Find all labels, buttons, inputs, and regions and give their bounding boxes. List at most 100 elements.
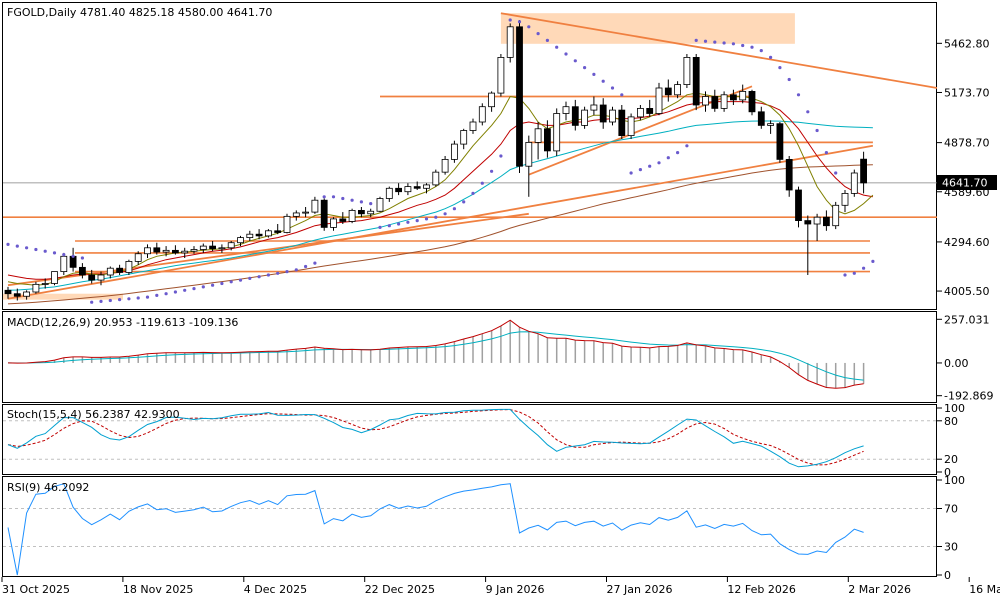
candle[interactable]	[441, 156, 449, 175]
candle[interactable]	[88, 269, 96, 284]
candle[interactable]	[674, 81, 681, 99]
candle[interactable]	[497, 54, 505, 97]
candle[interactable]	[125, 259, 133, 275]
candle[interactable]	[283, 213, 291, 234]
sar-dot	[862, 266, 866, 270]
candle[interactable]	[413, 181, 421, 191]
candle[interactable]	[367, 208, 375, 218]
candle[interactable]	[274, 224, 282, 235]
candle[interactable]	[627, 113, 635, 140]
candle[interactable]	[97, 271, 105, 286]
candle[interactable]	[553, 108, 561, 156]
candle[interactable]	[776, 122, 784, 163]
candle[interactable]	[162, 246, 170, 257]
candle[interactable]	[664, 79, 672, 102]
candle[interactable]	[767, 120, 774, 134]
candle[interactable]	[757, 106, 765, 129]
candle[interactable]	[525, 135, 533, 197]
candle[interactable]	[60, 252, 68, 275]
candle[interactable]	[199, 243, 207, 253]
candle[interactable]	[832, 201, 840, 230]
candle[interactable]	[720, 91, 728, 112]
candle[interactable]	[860, 151, 867, 194]
candle[interactable]	[562, 101, 570, 121]
candle[interactable]	[683, 54, 691, 88]
candle[interactable]	[841, 190, 849, 213]
candle[interactable]	[320, 198, 328, 231]
candle[interactable]	[450, 140, 458, 163]
candle[interactable]	[246, 230, 254, 241]
candle[interactable]	[571, 99, 579, 131]
candle[interactable]	[357, 207, 365, 218]
candle[interactable]	[599, 98, 607, 129]
candle[interactable]	[106, 266, 114, 279]
candle[interactable]	[218, 244, 226, 253]
candle[interactable]	[209, 241, 217, 252]
candle[interactable]	[23, 290, 31, 300]
candle[interactable]	[460, 128, 468, 150]
candle[interactable]	[376, 196, 384, 213]
candle[interactable]	[516, 20, 523, 173]
rsi-pane[interactable]: 100 70 30 0	[3, 474, 965, 582]
candle[interactable]	[41, 278, 49, 289]
candle[interactable]	[32, 281, 40, 294]
candle[interactable]	[637, 105, 644, 121]
candle[interactable]	[79, 263, 86, 279]
candle[interactable]	[609, 106, 616, 126]
candle[interactable]	[190, 246, 198, 254]
candle[interactable]	[13, 288, 21, 301]
candle[interactable]	[702, 91, 709, 112]
candle[interactable]	[339, 212, 347, 224]
candle[interactable]	[534, 122, 542, 160]
candle[interactable]	[785, 156, 793, 197]
candle[interactable]	[795, 186, 802, 228]
candle[interactable]	[506, 23, 514, 63]
candle[interactable]	[850, 169, 858, 197]
candle[interactable]	[581, 106, 588, 129]
candle[interactable]	[181, 247, 189, 258]
candle[interactable]	[692, 54, 700, 111]
candle[interactable]	[488, 91, 496, 112]
candle[interactable]	[302, 207, 310, 218]
candle[interactable]	[51, 271, 58, 286]
candle[interactable]	[478, 103, 486, 126]
candle[interactable]	[116, 264, 123, 275]
candle[interactable]	[739, 84, 747, 104]
candle[interactable]	[711, 89, 719, 112]
candle[interactable]	[330, 217, 337, 231]
candle[interactable]	[618, 105, 626, 139]
candle[interactable]	[590, 96, 598, 116]
candle[interactable]	[544, 120, 551, 158]
candle[interactable]	[655, 82, 663, 116]
candle[interactable]	[348, 208, 356, 224]
candle[interactable]	[171, 245, 179, 255]
candle[interactable]	[144, 244, 151, 258]
candle[interactable]	[395, 183, 403, 196]
candle[interactable]	[153, 242, 161, 255]
candle[interactable]	[237, 235, 244, 247]
candle[interactable]	[823, 210, 830, 231]
candle[interactable]	[255, 229, 263, 240]
candle[interactable]	[748, 89, 756, 116]
candle[interactable]	[804, 215, 812, 276]
candle-body-up	[534, 128, 542, 143]
candle[interactable]	[227, 241, 235, 251]
candle[interactable]	[423, 183, 430, 194]
candle[interactable]	[469, 118, 477, 134]
candle[interactable]	[813, 213, 821, 241]
price-pane[interactable]: 5462.805173.704878.704589.604294.604005.…	[3, 12, 990, 305]
candle[interactable]	[134, 251, 142, 265]
macd-pane[interactable]: 257.031 0.00 -192.869	[7, 313, 993, 403]
candle[interactable]	[404, 183, 412, 196]
candle[interactable]	[4, 286, 12, 299]
candle[interactable]	[432, 169, 440, 187]
candle[interactable]	[292, 210, 300, 221]
candle[interactable]	[385, 186, 393, 202]
candle[interactable]	[646, 99, 654, 117]
candle[interactable]	[264, 229, 272, 238]
candle[interactable]	[311, 196, 319, 214]
candle[interactable]	[730, 89, 737, 105]
